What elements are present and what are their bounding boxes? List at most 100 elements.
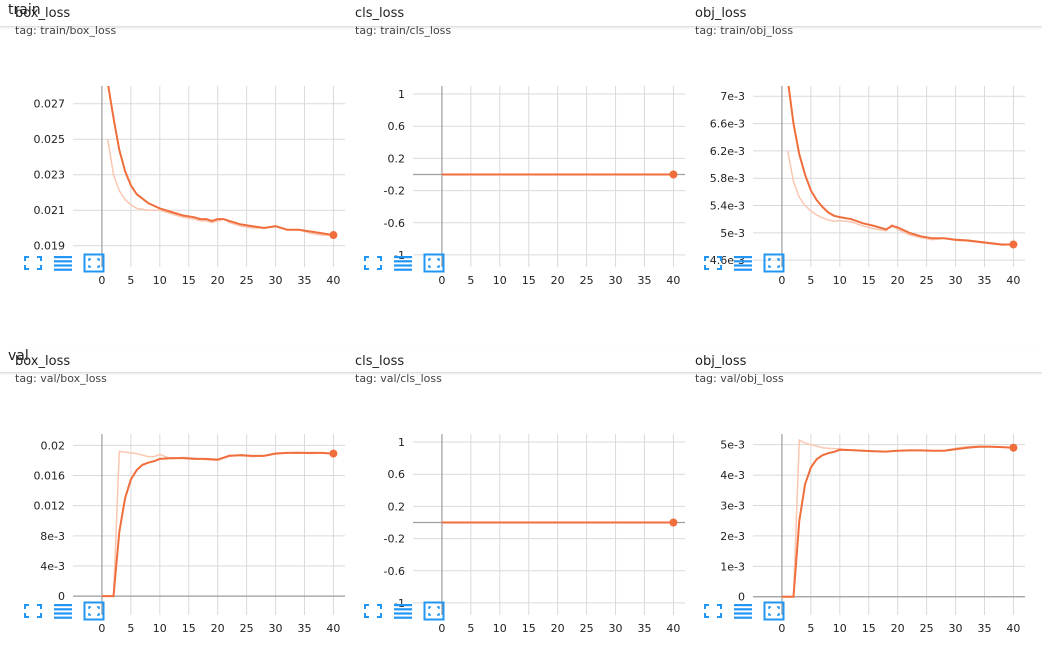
x-tick-label: 25 [240, 622, 254, 635]
last-point-marker [329, 449, 338, 458]
section-header-train[interactable]: train [0, 0, 1042, 27]
fit-domain-icon[interactable] [702, 601, 724, 621]
y-tick-label: 0.025 [34, 133, 66, 146]
x-tick-label: 20 [551, 274, 565, 287]
section-title: train [8, 2, 41, 18]
expand-chart-icon[interactable] [83, 601, 105, 621]
data-table-icon[interactable] [732, 601, 754, 621]
y-tick-label: 0.2 [388, 152, 406, 165]
x-tick-label: 20 [211, 622, 225, 635]
x-tick-label: 40 [1006, 622, 1020, 635]
y-tick-label: -0.6 [384, 217, 405, 230]
chart-card: 0 5 10 15 20 25 30 35 40 0 4e-3 8e-3 0.012 0.016 0.02 b… [0, 348, 345, 638]
x-tick-label: 35 [297, 622, 311, 635]
expand-chart-icon[interactable] [83, 253, 105, 273]
chart-title: cls_loss [355, 354, 405, 369]
x-tick-label: 40 [1006, 274, 1020, 287]
x-tick-label: 0 [438, 274, 445, 287]
x-tick-label: 35 [297, 274, 311, 287]
chart-svg: 0 5 10 15 20 25 30 35 40 0 4e-3 8e-3 0.012 0.016 0.02 [34, 434, 345, 635]
section-title: val [8, 348, 29, 364]
y-tick-label: 6.2e-3 [710, 145, 745, 158]
x-tick-label: 0 [98, 622, 105, 635]
chart-svg: 0 5 10 15 20 25 30 35 40 1 0.6 0.2 -0.2 -0.6 -1 [384, 86, 685, 287]
data-table-icon[interactable] [392, 601, 414, 621]
x-tick-label: 5 [807, 274, 814, 287]
data-table-icon[interactable] [392, 253, 414, 273]
chart-title: obj_loss [695, 6, 747, 21]
data-table-icon[interactable] [732, 253, 754, 273]
data-table-icon[interactable] [52, 253, 74, 273]
x-tick-label: 0 [778, 274, 785, 287]
y-tick-label: 5e-3 [720, 227, 745, 240]
x-tick-label: 15 [182, 274, 196, 287]
fit-domain-icon[interactable] [362, 253, 384, 273]
y-tick-label: 1 [398, 436, 405, 449]
x-tick-label: 35 [637, 274, 651, 287]
x-tick-label: 5 [467, 622, 474, 635]
chart-tag: tag: train/obj_loss [695, 24, 794, 37]
x-tick-label: 20 [551, 622, 565, 635]
y-tick-label: 0 [58, 590, 65, 603]
last-point-marker [1009, 443, 1018, 452]
smoothed-series-line [107, 86, 334, 237]
y-tick-label: 1 [398, 88, 405, 101]
expand-chart-icon[interactable] [423, 601, 445, 621]
fit-domain-icon[interactable] [22, 601, 44, 621]
y-tick-label: -0.2 [384, 533, 405, 546]
x-tick-label: 5 [127, 622, 134, 635]
x-tick-label: 30 [949, 274, 963, 287]
x-tick-label: 30 [269, 274, 283, 287]
fit-domain-icon[interactable] [702, 253, 724, 273]
fit-domain-icon[interactable] [362, 601, 384, 621]
x-tick-label: 30 [609, 622, 623, 635]
x-tick-label: 15 [862, 274, 876, 287]
data-table-icon[interactable] [52, 601, 74, 621]
section-header-val[interactable]: val [0, 346, 1042, 373]
x-tick-label: 25 [580, 274, 594, 287]
last-point-marker [1009, 240, 1018, 249]
chart-title: box_loss [15, 354, 71, 369]
chart-card: 0 5 10 15 20 25 30 35 40 0.019 0.021 0.023 0.025 0.02… [0, 0, 345, 290]
chart-card: 0 5 10 15 20 25 30 35 40 1 0.6 0.2 -0.2 -0.6 -1 cls_los… [340, 348, 685, 638]
x-tick-label: 0 [98, 274, 105, 287]
x-tick-label: 20 [891, 622, 905, 635]
y-tick-label: -1 [394, 249, 405, 262]
chart-title: cls_loss [355, 6, 405, 21]
x-tick-label: 0 [438, 622, 445, 635]
x-tick-label: 20 [211, 274, 225, 287]
expand-chart-icon[interactable] [763, 253, 785, 273]
x-tick-label: 20 [891, 274, 905, 287]
y-tick-label: 3e-3 [720, 499, 745, 512]
smoothed-series-line [781, 445, 1014, 598]
x-tick-label: 30 [949, 622, 963, 635]
y-tick-label: 4e-3 [720, 469, 745, 482]
last-point-marker [329, 231, 338, 240]
x-tick-label: 25 [240, 274, 254, 287]
expand-chart-icon[interactable] [763, 601, 785, 621]
chart-card: 0 5 10 15 20 25 30 35 40 4.6e-3 5e-3 5.4e-3 5.8e-3 6.… [680, 0, 1025, 290]
y-tick-label: 0.021 [34, 204, 66, 217]
x-tick-label: 40 [326, 622, 340, 635]
y-tick-label: 6.6e-3 [710, 118, 745, 131]
expand-chart-icon[interactable] [423, 253, 445, 273]
last-point-marker [669, 518, 678, 527]
chart-svg: 0 5 10 15 20 25 30 35 40 1 0.6 0.2 -0.2 -0.6 -1 [384, 434, 685, 635]
y-tick-label: 8e-3 [40, 530, 65, 543]
fit-domain-icon[interactable] [22, 253, 44, 273]
x-tick-label: 15 [862, 622, 876, 635]
y-tick-label: -0.2 [384, 185, 405, 198]
y-tick-label: 1e-3 [720, 560, 745, 573]
chart-tag: tag: val/box_loss [15, 372, 107, 385]
chart-tag: tag: train/box_loss [15, 24, 117, 37]
chart-tag: tag: val/obj_loss [695, 372, 784, 385]
smoothed-series-line [101, 451, 334, 598]
x-tick-label: 30 [609, 274, 623, 287]
smoothed-series-line [787, 86, 1014, 246]
x-tick-label: 35 [637, 622, 651, 635]
x-tick-label: 40 [666, 274, 680, 287]
x-tick-label: 10 [833, 622, 847, 635]
x-tick-label: 25 [920, 274, 934, 287]
y-tick-label: 0.2 [388, 500, 406, 513]
x-tick-label: 25 [920, 622, 934, 635]
